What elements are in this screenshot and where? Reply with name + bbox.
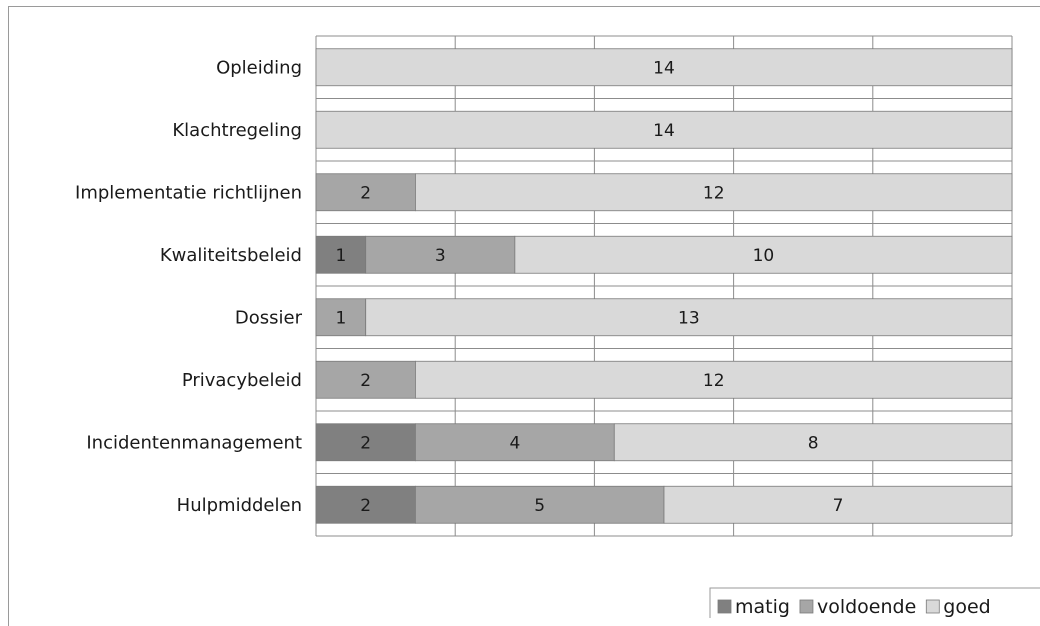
category-label: Opleiding — [216, 57, 302, 78]
data-label: 10 — [753, 246, 775, 266]
legend-label: voldoende — [817, 596, 916, 618]
chart-frame — [8, 6, 1040, 626]
data-label: 13 — [678, 308, 700, 328]
data-label: 2 — [360, 371, 371, 391]
bars-layer — [315, 48, 1013, 524]
bar-segment-matig — [315, 423, 416, 462]
data-label: 12 — [703, 183, 725, 203]
data-label: 3 — [435, 246, 446, 266]
data-label: 2 — [360, 433, 371, 453]
category-label: Dossier — [235, 307, 303, 328]
data-label: 1 — [335, 308, 346, 328]
legend-label: matig — [735, 596, 790, 618]
legend-swatch-goed — [925, 599, 940, 614]
category-label: Implementatie richtlijnen — [75, 182, 302, 203]
bar-segment-voldoende — [415, 485, 665, 524]
data-label: 14 — [653, 58, 675, 78]
bar-segment-goed — [365, 298, 1013, 337]
category-label: Incidentenmanagement — [86, 432, 302, 453]
category-label: Hulpmiddelen — [177, 495, 302, 516]
bar-segment-goed — [663, 485, 1013, 524]
data-label: 8 — [808, 433, 819, 453]
bar-segment-goed — [415, 173, 1013, 212]
bar-segment-voldoende — [315, 360, 416, 399]
bar-segment-goed — [514, 235, 1013, 274]
legend-swatch-voldoende — [799, 599, 814, 614]
legend-box — [709, 587, 1040, 618]
legend-swatch-matig — [717, 599, 732, 614]
data-label: 2 — [360, 496, 371, 516]
data-label: 7 — [833, 496, 844, 516]
bar-segment-goed — [315, 48, 1013, 87]
bar-segment-voldoende — [415, 423, 615, 462]
bar-segment-goed — [415, 360, 1013, 399]
data-label: 5 — [534, 496, 545, 516]
legend-label: goed — [943, 596, 990, 618]
data-label: 12 — [703, 371, 725, 391]
bar-segment-goed — [613, 423, 1013, 462]
bar-segment-voldoende — [315, 173, 416, 212]
category-label: Privacybeleid — [182, 370, 302, 391]
bar-segment-goed — [315, 110, 1013, 149]
data-label: 14 — [653, 121, 675, 141]
data-label: 4 — [509, 433, 520, 453]
data-label: 2 — [360, 183, 371, 203]
legend: matig voldoende goed — [709, 587, 1040, 618]
category-label: Klachtregeling — [172, 120, 302, 141]
data-label: 1 — [335, 246, 346, 266]
bar-segment-matig — [315, 485, 416, 524]
category-label: Kwaliteitsbeleid — [160, 245, 302, 266]
